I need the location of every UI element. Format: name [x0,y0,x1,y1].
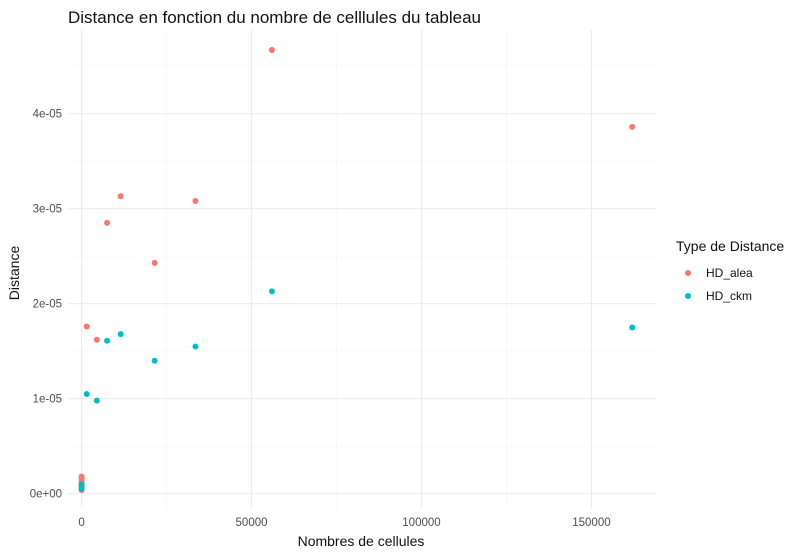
data-point-HD_ckm [117,331,124,338]
x-tick-label: 100000 [402,517,440,529]
legend-key-HD_ckm [685,293,691,299]
y-tick-label: 2e-05 [33,299,62,311]
data-point-HD_ckm [629,324,636,331]
x-axis-ticks: 0 50000 100000 150000 [78,517,610,529]
x-tick-label: 0 [78,517,84,529]
legend-label-HD_ckm: HD_ckm [706,289,752,303]
y-axis-ticks: 0e+00 1e-05 2e-05 3e-05 4e-05 [30,109,62,501]
data-point-HD_ckm [93,397,100,404]
data-point-HD_ckm [78,481,85,488]
data-point-HD_ckm [268,288,275,295]
data-point-HD_alea [78,473,85,480]
data-point-HD_ckm [192,343,199,350]
legend-key-HD_alea [685,270,691,276]
chart-title: Distance en fonction du nombre de celllu… [68,8,481,27]
x-tick-label: 50000 [236,517,268,529]
y-tick-label: 3e-05 [33,204,62,216]
data-point-HD_alea [117,193,124,200]
y-axis-title: Distance [6,246,22,301]
data-point-HD_alea [83,323,90,330]
data-point-HD_ckm [83,390,90,397]
x-axis-title: Nombres de cellules [298,533,425,549]
data-point-HD_alea [93,336,100,343]
data-point-HD_alea [192,198,199,205]
grid-lines [68,30,656,508]
data-points [78,46,636,493]
data-point-HD_alea [268,46,275,53]
x-tick-label: 150000 [572,517,610,529]
legend-title: Type de Distance [676,238,784,254]
legend: Type de Distance HD_alea HD_ckm [676,238,784,303]
y-tick-label: 0e+00 [30,489,62,501]
data-point-HD_alea [104,219,111,226]
y-tick-label: 1e-05 [33,394,62,406]
legend-label-HD_alea: HD_alea [706,266,753,280]
data-point-HD_alea [151,259,158,266]
y-tick-label: 4e-05 [33,109,62,121]
data-point-HD_alea [629,123,636,130]
data-point-HD_ckm [151,357,158,364]
data-point-HD_ckm [104,337,111,344]
